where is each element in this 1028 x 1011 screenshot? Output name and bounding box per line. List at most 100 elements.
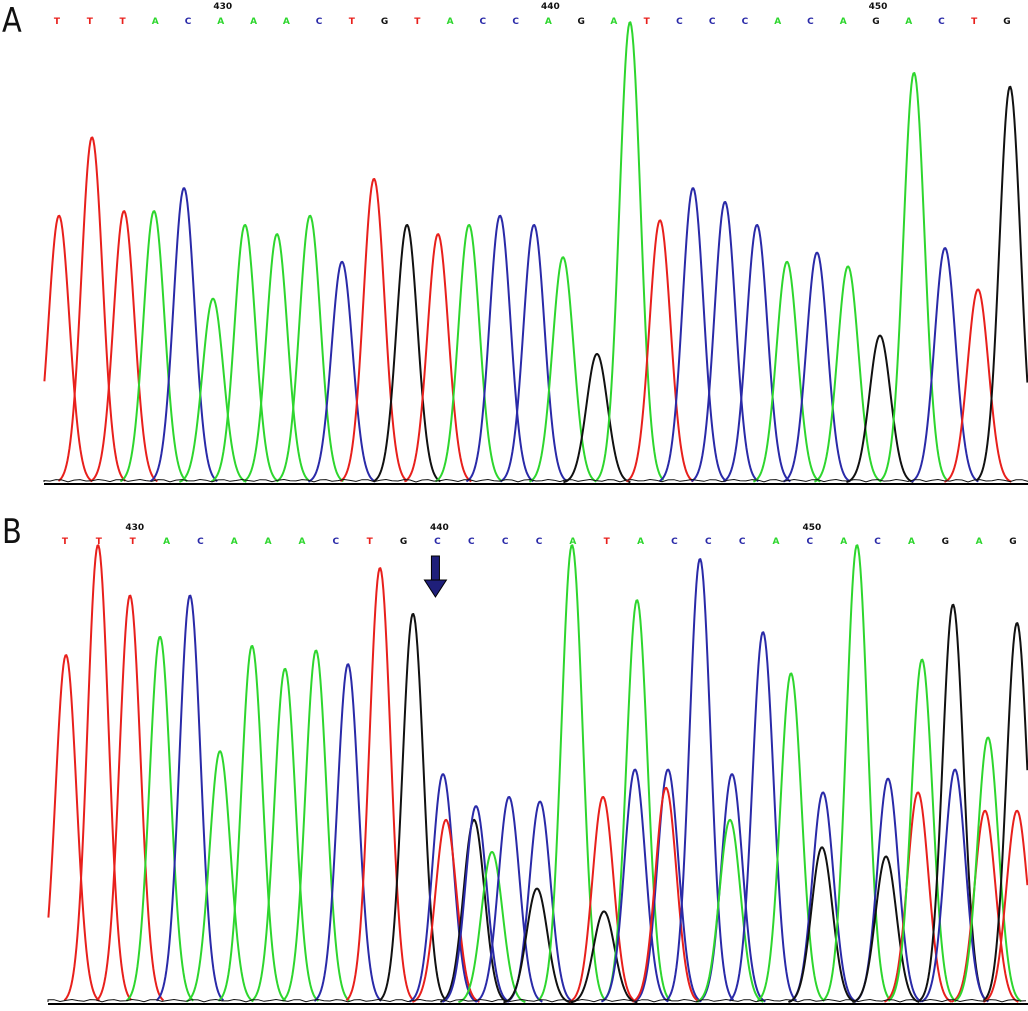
base-call-label: A [283, 17, 290, 27]
adenine-trace-peak [458, 851, 526, 1004]
adenine-trace-peak [537, 544, 607, 1002]
base-call-label: C [197, 537, 204, 547]
base-call-label: G [381, 17, 388, 27]
base-call-label: T [62, 537, 69, 547]
cytosine-trace-peak [506, 800, 574, 1003]
base-call-label: C [742, 17, 749, 27]
base-call-label: T [87, 17, 94, 27]
chromatogram-panel-a: A T T T A C A A A C T G T A C C A G A T C C C A C A G A C T G 430 440 45… [0, 0, 1028, 505]
baseline-noise-trace [43, 478, 1028, 483]
adenine-trace-peak [879, 72, 949, 482]
panel-label: A [2, 1, 22, 41]
adenine-trace-peak [887, 658, 956, 1002]
cytosine-trace-peak [155, 594, 225, 1002]
adenine-trace-peak [119, 210, 188, 483]
cytosine-trace-peak [698, 773, 766, 1003]
guanine-trace-peak [846, 334, 914, 484]
thymine-trace-peak [43, 214, 93, 483]
cytosine-trace-peak [789, 791, 857, 1003]
base-call-label: A [545, 17, 552, 27]
base-call-label: A [231, 537, 238, 547]
cytosine-trace-peak [600, 768, 669, 1003]
guanine-trace-peak [563, 353, 631, 484]
base-call-label: C [676, 17, 683, 27]
base-call-label: A [569, 537, 576, 547]
cytosine-trace-peak [722, 224, 791, 483]
adenine-trace-peak [185, 750, 254, 1003]
position-tick-label: 440 [541, 2, 560, 12]
base-call-label: G [872, 17, 879, 27]
base-call-label: C [938, 17, 945, 27]
base-call-label: C [709, 17, 716, 27]
cytosine-trace-peak [665, 558, 735, 1002]
base-call-label: A [152, 17, 159, 27]
cytosine-trace-peak [728, 631, 798, 1002]
base-call-label: T [644, 17, 651, 27]
base-call-label: T [96, 537, 103, 547]
guanine-trace-peak [852, 855, 920, 1004]
base-call-label: C [705, 537, 712, 547]
cytosine-trace-peak [690, 201, 759, 483]
thymine-trace-peak [403, 233, 472, 483]
thymine-trace-peak [950, 809, 1019, 1003]
base-call-label: C [512, 17, 519, 27]
thymine-trace-peak [568, 796, 637, 1003]
position-tick-label: 450 [869, 2, 888, 12]
base-call-label: C [480, 17, 487, 27]
thymine-trace-peak [339, 178, 408, 483]
thymine-trace-peak [412, 818, 480, 1003]
cytosine-trace-peak [920, 768, 989, 1003]
thymine-trace-peak [625, 219, 694, 483]
guanine-trace-peak [982, 622, 1028, 1002]
cytosine-trace-peak [149, 187, 218, 483]
base-call-label: C [502, 537, 509, 547]
thymine-trace-peak [89, 210, 158, 483]
base-call-label: A [250, 17, 257, 27]
position-tick-label: 440 [430, 523, 449, 533]
base-call-label: C [807, 537, 814, 547]
position-tick-label: 430 [125, 523, 144, 533]
base-call-label: T [367, 537, 374, 547]
base-call-label: G [400, 537, 407, 547]
base-call-label: T [349, 17, 356, 27]
base-call-label: G [1009, 537, 1016, 547]
base-call-label: T [971, 17, 978, 27]
base-call-label: A [447, 17, 454, 27]
adenine-trace-peak [210, 224, 279, 483]
chromatogram-chart-a: T T T A C A A A C T G T A C C A G A T C C C A C A G A C T G 430 440 450 [43, 2, 1028, 485]
base-call-label: C [807, 17, 814, 27]
base-call-label: T [130, 537, 137, 547]
base-call-label: C [434, 537, 441, 547]
base-call-label: A [610, 17, 617, 27]
guanine-trace-peak [503, 887, 571, 1004]
base-call-label: A [976, 537, 983, 547]
cytosine-trace-peak [409, 773, 477, 1003]
thymine-trace-peak [944, 288, 1012, 483]
base-call-label: T [119, 17, 126, 27]
thymine-trace-peak [47, 654, 101, 1002]
base-call-label: C [874, 537, 881, 547]
guanine-trace-peak [918, 603, 988, 1002]
thymine-trace-peak [63, 544, 133, 1002]
base-call-label: G [1003, 17, 1010, 27]
adenine-trace-peak [696, 818, 764, 1003]
adenine-trace-peak [242, 233, 311, 483]
base-call-label: G [577, 17, 584, 27]
base-call-label: A [774, 17, 781, 27]
base-call-label: T [604, 537, 611, 547]
guanine-trace-peak [440, 818, 508, 1003]
base-call-label: A [905, 17, 912, 27]
cytosine-trace-peak [633, 768, 702, 1003]
cytosine-trace-peak [313, 663, 382, 1002]
thymine-trace-peak [632, 786, 700, 1003]
base-call-label: A [908, 537, 915, 547]
base-call-label: A [265, 537, 272, 547]
adenine-trace-peak [281, 649, 351, 1002]
guanine-trace-peak [788, 846, 856, 1004]
adenine-trace-peak [595, 21, 665, 481]
adenine-trace-peak [528, 256, 597, 483]
adenine-trace-peak [752, 260, 821, 483]
adenine-trace-peak [179, 297, 247, 483]
cytosine-trace-peak [307, 260, 376, 483]
base-call-label: C [333, 537, 340, 547]
